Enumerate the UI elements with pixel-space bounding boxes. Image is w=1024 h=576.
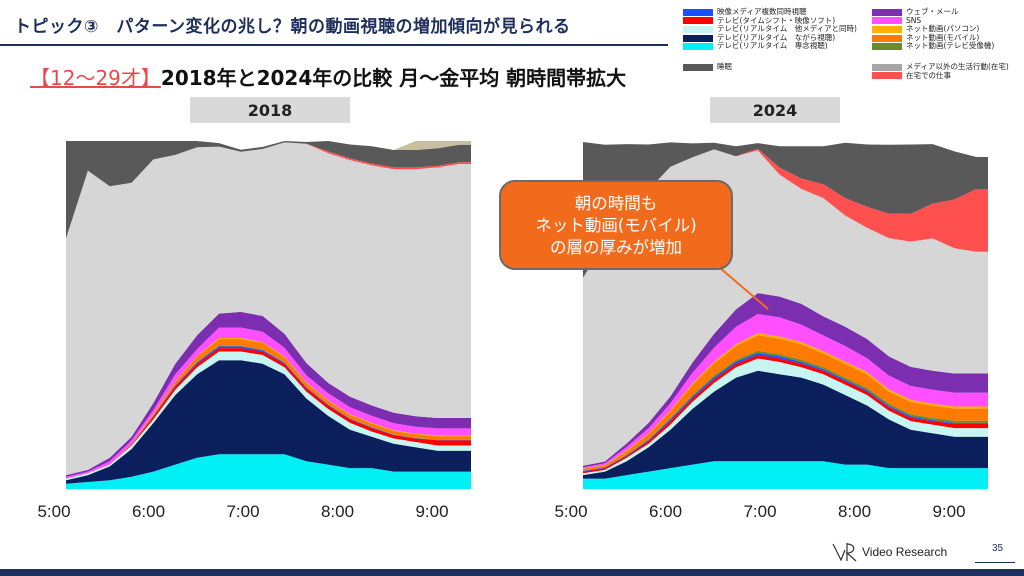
x-tick-label: 7:00 <box>743 502 777 521</box>
legend-label: ネット動画(テレビ受像機) <box>906 41 995 51</box>
callout-box: 朝の時間も ネット動画(モバイル) の層の厚みが増加 <box>499 180 733 270</box>
legend-item: テレビ(リアルタイム 専念視聴) <box>683 42 857 51</box>
callout-line-2: ネット動画(モバイル) <box>535 216 697 235</box>
legend-label: テレビ(リアルタイム ながら視聴) <box>717 32 836 42</box>
x-tick-label: 9:00 <box>415 502 449 521</box>
legend-label: ネット動画(モバイル) <box>906 32 980 42</box>
legend-swatch <box>872 34 902 42</box>
area-series-0-0 <box>66 454 471 489</box>
x-tick-label: 6:00 <box>131 502 166 521</box>
legend-label: 在宅での仕事 <box>906 70 951 80</box>
legend-swatch <box>872 17 902 25</box>
legend-swatch <box>872 25 902 33</box>
legend-swatch <box>683 63 713 71</box>
title-divider <box>0 44 668 46</box>
page-number: 35 <box>992 543 1004 554</box>
legend-label: 映像メディア複数同時視聴 <box>717 7 807 16</box>
page-title: トピック③ パターン変化の兆し？朝の動画視聴の増加傾向が見られる <box>14 17 571 37</box>
legend-item: SNS <box>872 15 1009 26</box>
legend-swatch <box>872 63 902 71</box>
legend-swatch <box>683 8 713 16</box>
area-series-1-0 <box>583 461 988 489</box>
page-number-rule <box>975 562 1015 563</box>
subtitle: 【12～29才】2018年と2024年の比較 月～金平均 朝時間帯拡大 <box>30 62 626 91</box>
legend-item: 映像メディア複数同時視聴 <box>683 7 857 17</box>
legend-label: メディア以外の生活行動(在宅) <box>906 61 1009 71</box>
legend-item: メディア以外の生活行動(在宅) <box>872 61 1009 72</box>
chart-2018 <box>66 141 471 489</box>
area-series-0-1 <box>66 360 471 484</box>
legend-swatch <box>872 43 902 51</box>
area-series-1-1 <box>583 370 988 479</box>
legend-right: ウェブ・メール SNS ネット動画(パソコン) ネット動画(モバイル) ネット動画(テレ… <box>872 7 1009 81</box>
legend-left: 映像メディア複数同時視聴 テレビ(タイムシフト・映像ソフト) テレビ(リアルタイム … <box>683 7 857 72</box>
area-series-1-8 <box>583 314 988 469</box>
footer-bar <box>0 569 1024 576</box>
legend-item: テレビ(タイムシフト・映像ソフト) <box>683 15 857 26</box>
area-series-0-8 <box>66 327 471 479</box>
x-tick-label: 5:00 <box>554 502 588 521</box>
subtitle-text: 2018年と2024年の比較 月～金平均 朝時間帯拡大 <box>160 66 627 90</box>
legend-label: SNS <box>906 15 922 25</box>
legend-item: ネット動画(パソコン) <box>872 25 1009 34</box>
legend-item: テレビ(リアルタイム 他メディアと同時) <box>683 25 857 34</box>
x-tick-label: 8:00 <box>320 502 355 521</box>
x-tick-label: 9:00 <box>932 502 966 521</box>
x-tick-label: 7:00 <box>226 502 260 521</box>
legend-label: テレビ(タイムシフト・映像ソフト) <box>717 15 836 25</box>
legend-item: ネット動画(テレビ受像機) <box>872 42 1009 51</box>
legend-swatch <box>872 72 902 80</box>
area-series-0-13 <box>66 141 471 150</box>
area-series-0-9 <box>66 311 471 477</box>
area-series-0-12 <box>66 141 471 239</box>
area-series-1-9 <box>583 293 988 468</box>
area-series-1-12 <box>583 142 988 278</box>
legend-swatch <box>683 25 713 33</box>
legend-item: 睡眠 <box>683 61 857 72</box>
subtitle-age-range: 【12～29才】 <box>30 66 161 90</box>
callout-line-1: 朝の時間も <box>574 194 658 213</box>
legend-swatch <box>683 17 713 25</box>
company-logo: Video Research <box>832 542 947 562</box>
legend-label: ウェブ・メール <box>906 7 959 16</box>
x-tick-label: 6:00 <box>648 502 683 521</box>
area-series-1-11 <box>583 148 988 278</box>
legend-label: 睡眠 <box>717 61 732 71</box>
legend-item: 在宅での仕事 <box>872 70 1009 81</box>
chart-2024-title: 2024 <box>710 97 840 123</box>
logo-text: Video Research <box>862 545 948 559</box>
area-series-0-10 <box>66 142 471 476</box>
legend-label: テレビ(リアルタイム 他メディアと同時) <box>717 24 857 34</box>
area-series-1-6 <box>583 335 988 471</box>
legend-item: ウェブ・メール <box>872 7 1009 17</box>
x-tick-label: 5:00 <box>37 502 71 521</box>
callout-pointer-line <box>719 267 769 310</box>
x-tick-label: 8:00 <box>837 502 872 521</box>
legend-label: テレビ(リアルタイム 専念視聴) <box>717 41 828 51</box>
legend-swatch <box>683 43 713 51</box>
chart-2018-title: 2018 <box>190 97 350 123</box>
legend-swatch <box>683 34 713 42</box>
callout-line-3: の層の厚みが増加 <box>550 238 682 257</box>
area-series-0-2 <box>66 351 471 481</box>
legend-item: テレビ(リアルタイム ながら視聴) <box>683 32 857 43</box>
legend-item: ネット動画(モバイル) <box>872 32 1009 43</box>
logo-mark-icon <box>832 543 857 562</box>
legend-label: ネット動画(パソコン) <box>906 24 980 34</box>
legend-swatch <box>872 8 902 16</box>
